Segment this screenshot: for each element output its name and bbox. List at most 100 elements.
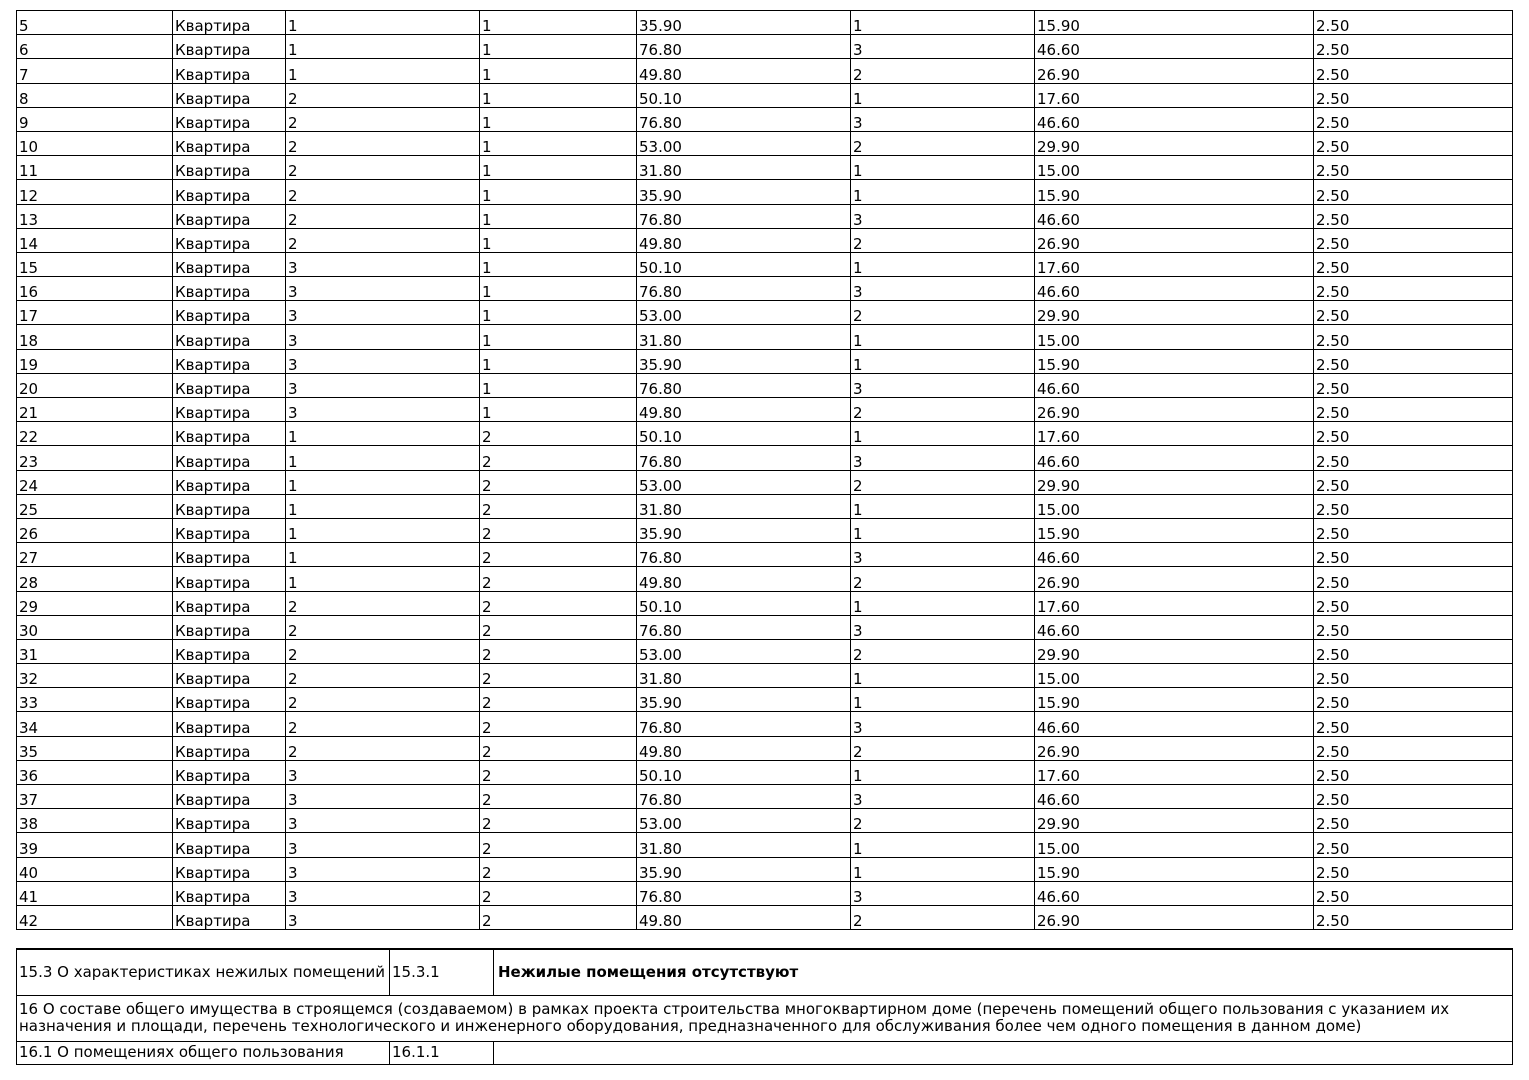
section-15-3-row: 15.3 О характеристиках нежилых помещений… (16, 948, 1513, 996)
table-row: 35 Квартира 2 2 49.80 2 26.90 2.50 (16, 735, 1513, 761)
table-cell: 2.50 (1313, 324, 1513, 350)
table-cell: 3 (285, 348, 480, 374)
table-cell: Квартира (172, 396, 286, 423)
table-cell: Квартира (172, 82, 286, 108)
table-cell: Квартира (172, 904, 286, 931)
table-cell: 2.50 (1313, 904, 1513, 931)
table-cell: 2 (479, 904, 637, 931)
table-cell: 2.50 (1313, 663, 1513, 689)
table-cell: 50.10 (636, 759, 851, 786)
table-cell: Квартира (172, 614, 286, 640)
table-cell: 2 (479, 493, 637, 519)
table-row: 27 Квартира 1 2 76.80 3 46.60 2.50 (16, 542, 1513, 568)
table-row: 23 Квартира 1 2 76.80 3 46.60 2.50 (16, 445, 1513, 471)
table-cell: 1 (850, 517, 1035, 544)
table-cell: 18 (16, 324, 173, 350)
table-cell: 26.90 (1034, 566, 1314, 592)
table-cell: 29.90 (1034, 638, 1314, 665)
table-cell: 3 (285, 372, 480, 399)
table-cell: 1 (479, 58, 637, 84)
table-cell: 2 (285, 663, 480, 689)
table-cell: 3 (285, 396, 480, 423)
table-cell: Квартира (172, 542, 286, 568)
table-cell: 2.50 (1313, 735, 1513, 761)
table-cell: 17.60 (1034, 421, 1314, 447)
table-cell: 2.50 (1313, 227, 1513, 253)
table-cell: 35 (16, 735, 173, 761)
table-cell: 2.50 (1313, 614, 1513, 640)
table-cell: 2 (285, 155, 480, 181)
table-cell: 2 (479, 638, 637, 665)
table-row: 39 Квартира 3 2 31.80 1 15.00 2.50 (16, 832, 1513, 858)
table-cell: 28 (16, 566, 173, 592)
table-cell: 1 (285, 566, 480, 592)
table-row: 8 Квартира 2 1 50.10 1 17.60 2.50 (16, 82, 1513, 108)
table-cell: 15.00 (1034, 832, 1314, 858)
table-cell: 1 (285, 493, 480, 519)
table-cell: 3 (850, 276, 1035, 302)
table-cell: 3 (285, 251, 480, 278)
table-cell: 7 (16, 58, 173, 84)
table-cell: 17.60 (1034, 590, 1314, 616)
table-cell: 31.80 (636, 832, 851, 858)
table-cell: Квартира (172, 469, 286, 495)
table-cell: 2.50 (1313, 856, 1513, 882)
table-cell: 35.90 (636, 179, 851, 205)
table-cell: 3 (285, 324, 480, 350)
table-cell: 1 (850, 687, 1035, 713)
table-cell: 35.90 (636, 517, 851, 544)
table-cell: 76.80 (636, 542, 851, 568)
table-cell: 2 (285, 638, 480, 665)
table-cell: 10 (16, 130, 173, 157)
table-cell: 15.90 (1034, 517, 1314, 544)
table-cell: 2 (479, 808, 637, 834)
table-cell: 2.50 (1313, 300, 1513, 326)
section-16-text: 16 О составе общего имущества в строящем… (16, 994, 1513, 1042)
table-cell: 2 (479, 566, 637, 592)
table-cell: 2.50 (1313, 58, 1513, 84)
table-cell: 2 (285, 614, 480, 640)
table-cell: 1 (850, 590, 1035, 616)
table-cell: 53.00 (636, 638, 851, 665)
table-row: 28 Квартира 1 2 49.80 2 26.90 2.50 (16, 566, 1513, 592)
table-row: 9 Квартира 2 1 76.80 3 46.60 2.50 (16, 106, 1513, 132)
table-cell: 35.90 (636, 856, 851, 882)
table-cell: 53.00 (636, 300, 851, 326)
section-16-1-value (493, 1040, 1513, 1065)
table-cell: 13 (16, 203, 173, 229)
table-cell: 2.50 (1313, 808, 1513, 834)
table-cell: 2.50 (1313, 638, 1513, 665)
table-cell: 46.60 (1034, 542, 1314, 568)
table-cell: 2.50 (1313, 711, 1513, 737)
table-cell: 2.50 (1313, 421, 1513, 447)
table-cell: 1 (479, 203, 637, 229)
table-cell: 2.50 (1313, 251, 1513, 278)
table-cell: 1 (285, 469, 480, 495)
table-cell: Квартира (172, 687, 286, 713)
table-cell: 2.50 (1313, 130, 1513, 157)
table-cell: 46.60 (1034, 614, 1314, 640)
table-cell: 15.90 (1034, 687, 1314, 713)
table-cell: Квартира (172, 324, 286, 350)
table-cell: Квартира (172, 106, 286, 132)
table-cell: Квартира (172, 445, 286, 471)
table-cell: 40 (16, 856, 173, 882)
table-cell: 1 (479, 324, 637, 350)
table-cell: 3 (285, 300, 480, 326)
table-cell: 17 (16, 300, 173, 326)
table-cell: 29.90 (1034, 808, 1314, 834)
table-cell: 50.10 (636, 421, 851, 447)
table-cell: 2 (479, 614, 637, 640)
table-cell: 1 (850, 82, 1035, 108)
table-cell: 15.90 (1034, 348, 1314, 374)
table-cell: 1 (285, 542, 480, 568)
table-cell: 1 (850, 324, 1035, 350)
table-cell: Квартира (172, 759, 286, 786)
table-cell: 2.50 (1313, 542, 1513, 568)
table-cell: 30 (16, 614, 173, 640)
table-cell: 49.80 (636, 396, 851, 423)
table-cell: 2 (285, 227, 480, 253)
section-15-3-label: 15.3 О характеристиках нежилых помещений (16, 948, 390, 996)
table-cell: 49.80 (636, 735, 851, 761)
table-cell: 2 (850, 808, 1035, 834)
